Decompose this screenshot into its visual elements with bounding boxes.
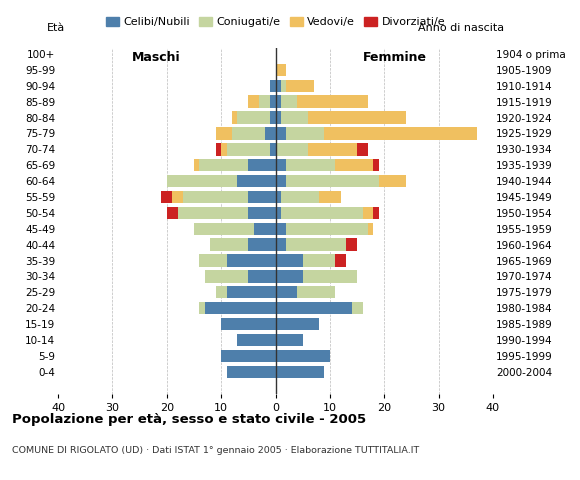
Bar bbox=[297, 96, 368, 108]
Bar bbox=[281, 96, 297, 108]
Bar bbox=[221, 349, 276, 362]
Bar bbox=[276, 111, 281, 124]
Bar bbox=[276, 302, 351, 314]
Bar bbox=[221, 143, 227, 156]
Bar bbox=[287, 80, 314, 92]
Bar bbox=[324, 127, 477, 140]
Bar bbox=[335, 159, 374, 171]
Bar bbox=[276, 318, 319, 330]
Bar bbox=[287, 223, 368, 235]
Bar bbox=[210, 239, 248, 251]
Bar bbox=[287, 127, 324, 140]
Bar bbox=[264, 127, 276, 140]
Text: Popolazione per età, sesso e stato civile - 2005: Popolazione per età, sesso e stato civil… bbox=[12, 413, 366, 426]
Bar bbox=[200, 159, 248, 171]
Bar bbox=[276, 286, 297, 299]
Bar bbox=[276, 223, 287, 235]
Bar bbox=[183, 191, 248, 203]
Bar bbox=[281, 191, 319, 203]
Bar bbox=[216, 127, 232, 140]
Bar bbox=[167, 207, 177, 219]
Bar bbox=[276, 254, 303, 267]
Bar bbox=[248, 207, 276, 219]
Bar bbox=[227, 286, 276, 299]
Bar bbox=[374, 159, 379, 171]
Bar bbox=[281, 207, 362, 219]
Bar bbox=[297, 286, 335, 299]
Bar bbox=[379, 175, 406, 187]
Bar bbox=[227, 143, 270, 156]
Bar bbox=[232, 127, 264, 140]
Bar bbox=[205, 270, 248, 283]
Bar bbox=[276, 270, 303, 283]
Bar bbox=[335, 254, 346, 267]
Bar bbox=[346, 239, 357, 251]
Bar bbox=[205, 302, 276, 314]
Bar bbox=[287, 175, 379, 187]
Bar bbox=[248, 159, 276, 171]
Bar bbox=[276, 80, 281, 92]
Bar bbox=[270, 143, 276, 156]
Bar bbox=[276, 143, 308, 156]
Text: Maschi: Maschi bbox=[132, 51, 180, 64]
Bar bbox=[319, 191, 341, 203]
Bar bbox=[303, 270, 357, 283]
Bar bbox=[374, 207, 379, 219]
Bar bbox=[276, 365, 324, 378]
Bar bbox=[227, 254, 276, 267]
Bar bbox=[351, 302, 362, 314]
Bar bbox=[276, 127, 287, 140]
Bar bbox=[308, 143, 357, 156]
Bar bbox=[281, 111, 308, 124]
Bar bbox=[177, 207, 248, 219]
Bar bbox=[232, 111, 237, 124]
Text: COMUNE DI RIGOLATO (UD) · Dati ISTAT 1° gennaio 2005 · Elaborazione TUTTITALIA.I: COMUNE DI RIGOLATO (UD) · Dati ISTAT 1° … bbox=[12, 446, 419, 456]
Bar bbox=[281, 80, 287, 92]
Bar bbox=[276, 175, 287, 187]
Bar bbox=[276, 64, 287, 76]
Bar bbox=[221, 318, 276, 330]
Bar bbox=[167, 175, 237, 187]
Bar bbox=[194, 223, 254, 235]
Bar bbox=[237, 111, 270, 124]
Bar bbox=[270, 80, 276, 92]
Bar bbox=[248, 239, 276, 251]
Bar bbox=[276, 207, 281, 219]
Bar bbox=[276, 191, 281, 203]
Bar bbox=[237, 334, 276, 346]
Text: Femmine: Femmine bbox=[363, 51, 427, 64]
Bar bbox=[362, 207, 374, 219]
Legend: Celibi/Nubili, Coniugati/e, Vedovi/e, Divorziati/e: Celibi/Nubili, Coniugati/e, Vedovi/e, Di… bbox=[101, 12, 450, 32]
Bar bbox=[259, 96, 270, 108]
Text: Anno di nascita: Anno di nascita bbox=[418, 24, 504, 34]
Bar bbox=[287, 159, 335, 171]
Bar bbox=[287, 239, 346, 251]
Bar bbox=[270, 111, 276, 124]
Bar bbox=[276, 334, 303, 346]
Bar bbox=[248, 96, 259, 108]
Bar bbox=[172, 191, 183, 203]
Bar bbox=[216, 143, 221, 156]
Bar bbox=[194, 159, 200, 171]
Bar bbox=[308, 111, 406, 124]
Bar bbox=[237, 175, 276, 187]
Bar bbox=[248, 191, 276, 203]
Bar bbox=[276, 159, 287, 171]
Bar bbox=[227, 365, 276, 378]
Bar bbox=[248, 270, 276, 283]
Bar bbox=[254, 223, 276, 235]
Bar bbox=[200, 254, 227, 267]
Bar bbox=[368, 223, 374, 235]
Bar bbox=[270, 96, 276, 108]
Bar bbox=[276, 96, 281, 108]
Bar bbox=[161, 191, 172, 203]
Bar bbox=[276, 239, 287, 251]
Bar bbox=[303, 254, 335, 267]
Bar bbox=[276, 349, 330, 362]
Bar bbox=[357, 143, 368, 156]
Text: Età: Età bbox=[47, 24, 66, 34]
Bar bbox=[200, 302, 205, 314]
Bar bbox=[216, 286, 227, 299]
